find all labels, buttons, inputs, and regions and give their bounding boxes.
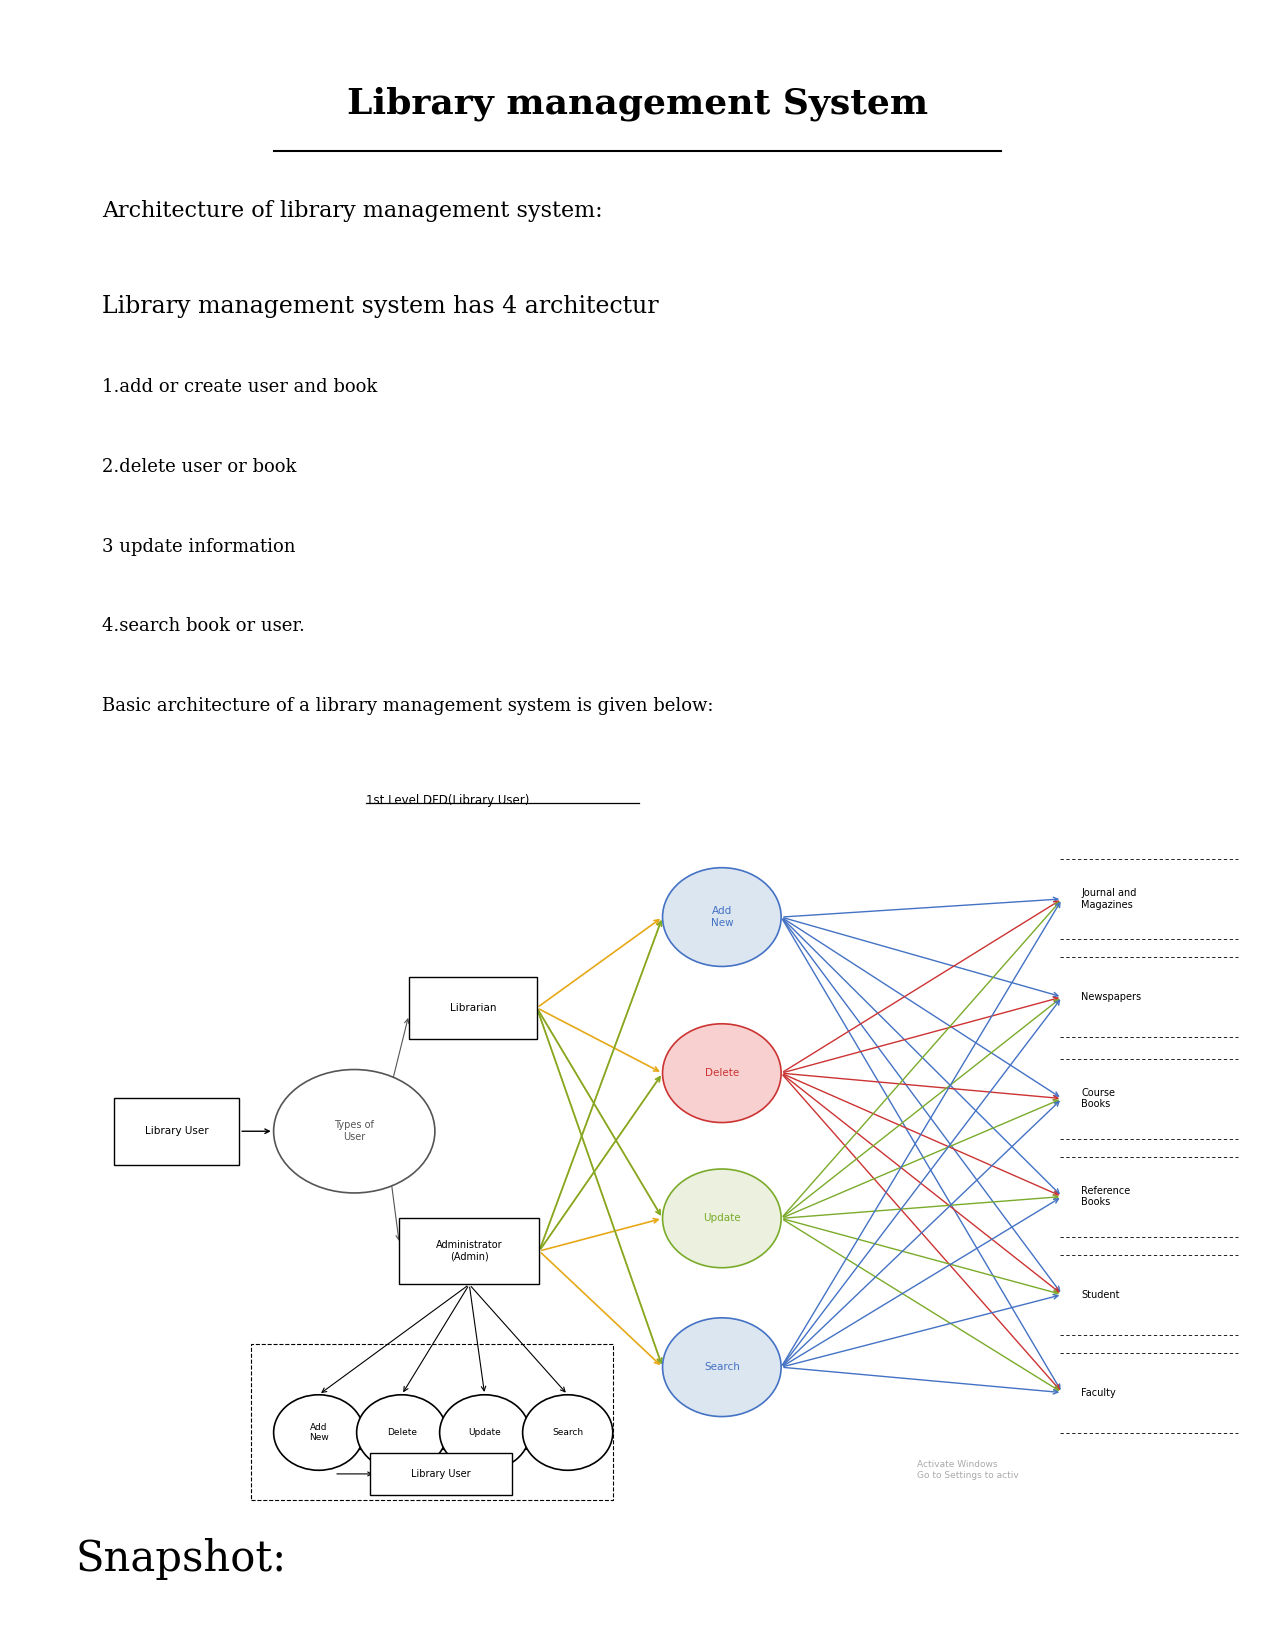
Text: Reference
Books: Reference Books <box>1081 1186 1131 1208</box>
Ellipse shape <box>274 1069 435 1193</box>
Text: 3 update information: 3 update information <box>102 538 296 556</box>
FancyBboxPatch shape <box>399 1218 539 1284</box>
FancyBboxPatch shape <box>115 1097 238 1165</box>
FancyBboxPatch shape <box>370 1454 513 1495</box>
Text: Search: Search <box>704 1363 740 1373</box>
Text: Delete: Delete <box>705 1068 739 1077</box>
Text: Basic architecture of a library management system is given below:: Basic architecture of a library manageme… <box>102 696 714 714</box>
Ellipse shape <box>663 1023 782 1122</box>
Text: Student: Student <box>1081 1290 1119 1300</box>
Ellipse shape <box>440 1394 529 1470</box>
Text: Search: Search <box>552 1427 583 1437</box>
Text: Library User: Library User <box>144 1127 208 1137</box>
Text: Faculty: Faculty <box>1081 1388 1116 1398</box>
Text: 4.search book or user.: 4.search book or user. <box>102 617 305 635</box>
Text: Update: Update <box>468 1427 501 1437</box>
Text: Administrator
(Admin): Administrator (Admin) <box>436 1241 502 1262</box>
Text: Types of
User: Types of User <box>334 1120 374 1142</box>
Text: Add
New: Add New <box>710 906 733 927</box>
Ellipse shape <box>274 1394 363 1470</box>
Text: Architecture of library management system:: Architecture of library management syste… <box>102 200 603 223</box>
Text: 2.delete user or book: 2.delete user or book <box>102 459 297 477</box>
Text: Library management System: Library management System <box>347 86 928 120</box>
Ellipse shape <box>663 1168 782 1267</box>
Text: Delete: Delete <box>386 1427 417 1437</box>
Text: Activate Windows
Go to Settings to activ: Activate Windows Go to Settings to activ <box>918 1460 1019 1480</box>
Text: Librarian: Librarian <box>450 1003 496 1013</box>
Text: Update: Update <box>703 1213 741 1223</box>
Ellipse shape <box>357 1394 446 1470</box>
Text: Snapshot:: Snapshot: <box>75 1538 287 1579</box>
Text: Newspapers: Newspapers <box>1081 992 1141 1002</box>
Text: Add
New: Add New <box>309 1422 329 1442</box>
Text: Library User: Library User <box>411 1468 470 1478</box>
Ellipse shape <box>523 1394 613 1470</box>
Ellipse shape <box>663 868 782 967</box>
Text: Course
Books: Course Books <box>1081 1087 1116 1109</box>
Text: 1st Level DFD(Library User): 1st Level DFD(Library User) <box>366 794 529 807</box>
Ellipse shape <box>663 1318 782 1417</box>
Text: Library management system has 4 architectur: Library management system has 4 architec… <box>102 295 659 318</box>
FancyBboxPatch shape <box>409 977 537 1040</box>
Text: Journal and
Magazines: Journal and Magazines <box>1081 888 1136 909</box>
Text: 1.add or create user and book: 1.add or create user and book <box>102 378 377 396</box>
